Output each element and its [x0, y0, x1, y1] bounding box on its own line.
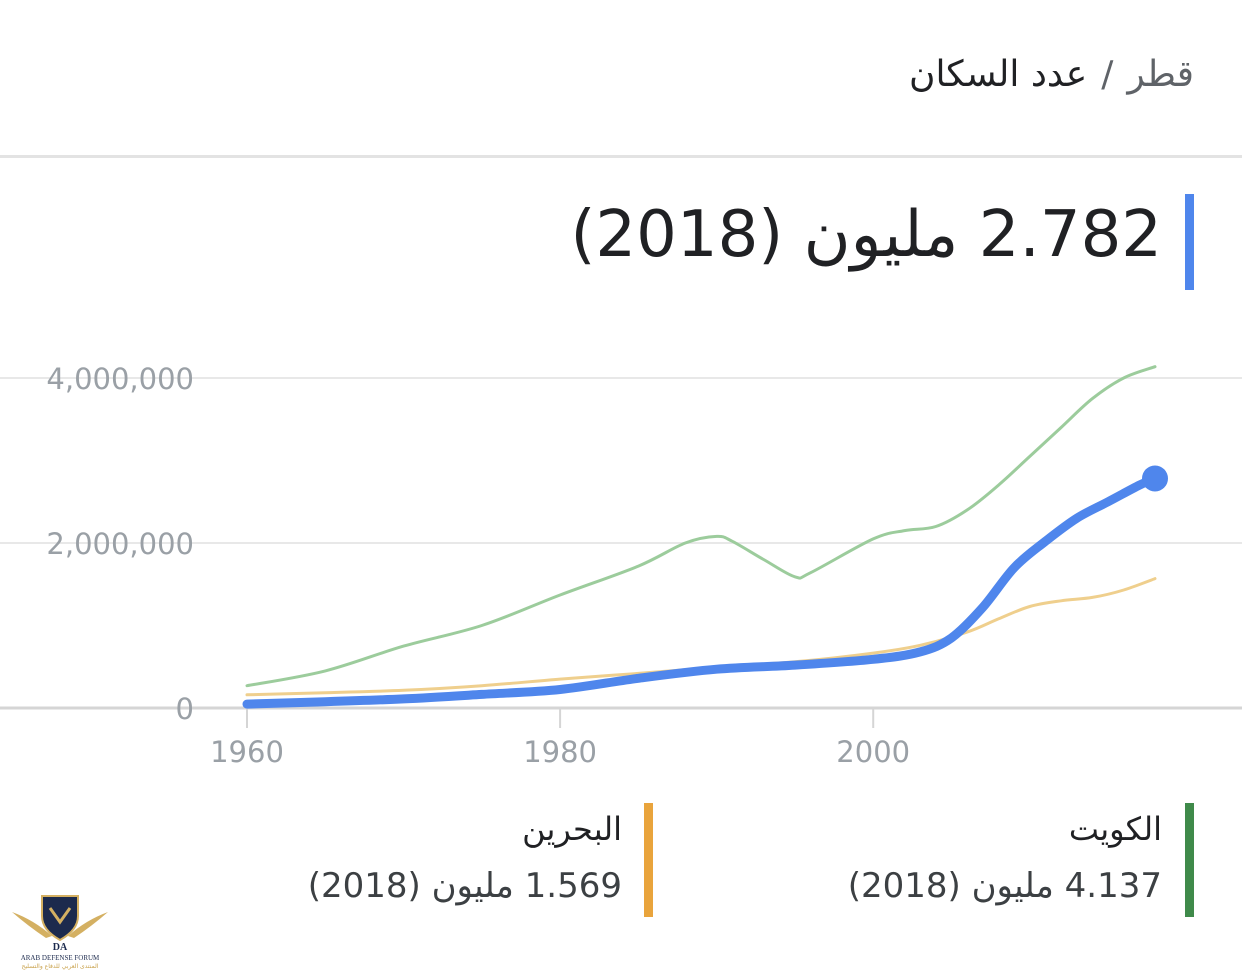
- svg-text:المنتدى العربي للدفاع والتسليح: المنتدى العربي للدفاع والتسليح: [22, 963, 99, 970]
- legend-bahrain-color-bar: [644, 803, 653, 917]
- y-tick-label: 0: [176, 692, 194, 726]
- series-endpoint-marker[interactable]: [1142, 465, 1168, 492]
- series-line-1[interactable]: [245, 365, 1157, 688]
- series-lines: [242, 365, 1168, 709]
- svg-text:DA: DA: [53, 942, 68, 953]
- breadcrumb-metric: عدد السكان: [909, 54, 1088, 95]
- headline-value: 2.782 مليون (2018): [570, 198, 1162, 272]
- header-divider: [0, 155, 1242, 158]
- y-tick-label: 2,000,000: [46, 527, 194, 561]
- population-line-chart[interactable]: 0 2,000,000 4,000,000 1960 1980 2000: [0, 340, 1242, 780]
- y-axis-ticks: 0 2,000,000 4,000,000: [46, 362, 194, 726]
- breadcrumb-country[interactable]: قطر: [1127, 54, 1194, 95]
- headline-color-bar: [1185, 194, 1194, 290]
- breadcrumb-separator: /: [1101, 54, 1114, 95]
- legend-bahrain-name[interactable]: البحرين: [522, 810, 622, 848]
- legend-kuwait-color-bar: [1185, 803, 1194, 917]
- svg-text:ARAB DEFENSE FORUM: ARAB DEFENSE FORUM: [21, 954, 100, 962]
- x-tick-label: 1980: [523, 735, 597, 769]
- y-tick-label: 4,000,000: [46, 362, 194, 396]
- x-tick-label: 2000: [836, 735, 910, 769]
- x-tick-label: 1960: [210, 735, 284, 769]
- breadcrumb: قطر / عدد السكان: [909, 54, 1194, 95]
- series-line-2[interactable]: [245, 577, 1157, 697]
- series-line-0[interactable]: [242, 474, 1160, 709]
- grid-lines: [0, 377, 1242, 710]
- x-axis-ticks: 1960 1980 2000: [210, 708, 910, 769]
- legend-bahrain-value: 1.569 مليون (2018): [307, 866, 622, 906]
- legend-kuwait-name[interactable]: الكويت: [1068, 810, 1162, 848]
- arab-defense-forum-logo: DA ARAB DEFENSE FORUM المنتدى العربي للد…: [12, 895, 108, 970]
- legend-kuwait-value: 4.137 مليون (2018): [847, 866, 1162, 906]
